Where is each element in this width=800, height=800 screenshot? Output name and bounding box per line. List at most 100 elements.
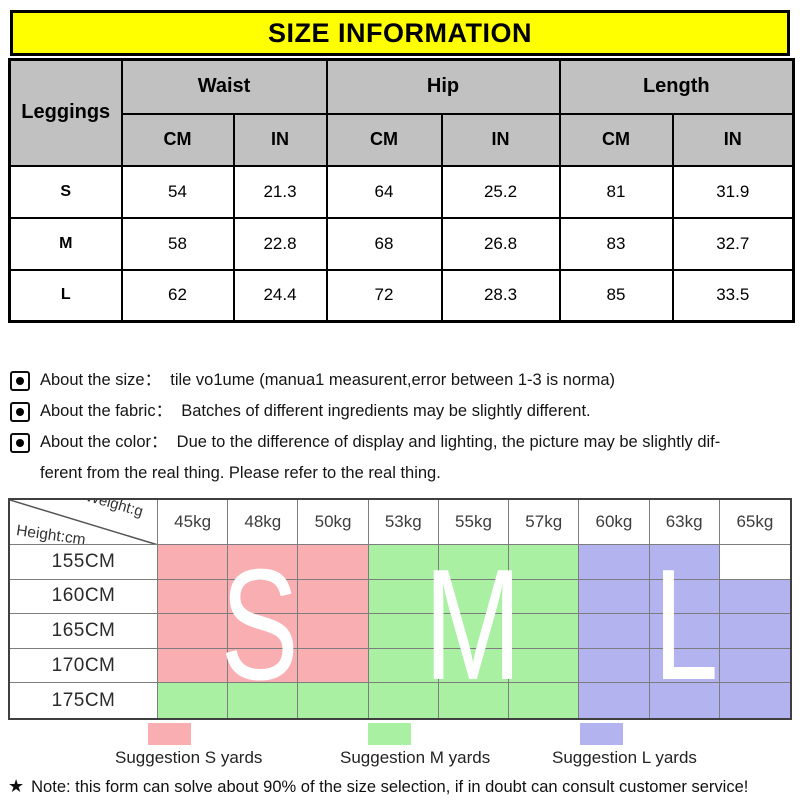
unit-header: IN: [232, 112, 328, 167]
corner-header-cell: Weight:g Height:cm: [10, 500, 158, 545]
height-label: 160CM: [10, 579, 158, 615]
size-value: 64: [325, 164, 443, 219]
size-label: L: [8, 268, 123, 323]
height-label: 170CM: [10, 648, 158, 684]
weight-header: 45kg: [158, 500, 229, 545]
zone-cell-m: [158, 683, 229, 718]
note-item: About the color： Due to the difference o…: [10, 427, 794, 489]
zone-cell-l: [579, 579, 650, 615]
weight-header: 53kg: [368, 500, 439, 545]
product-cell: Leggings: [8, 58, 123, 167]
zone-cell-l: [579, 614, 650, 649]
zone-cell-l: [649, 648, 720, 684]
zone-cell-m: [368, 614, 439, 649]
height-label: 175CM: [10, 683, 158, 718]
weight-header: 65kg: [719, 500, 790, 545]
legend-item-m: Suggestion M yards: [340, 723, 490, 768]
zone-cell-l: [579, 683, 650, 718]
size-label: M: [8, 216, 123, 271]
zone-cell-m: [438, 545, 510, 580]
size-value: 21.3: [232, 164, 328, 219]
size-value: 68: [325, 216, 443, 271]
zone-cell-m: [368, 579, 439, 615]
zone-cell-m: [438, 614, 510, 649]
page-title-text: SIZE INFORMATION: [268, 17, 532, 48]
diagonal-divider: [10, 500, 157, 544]
note-text: About the size： tile vo1ume (manua1 meas…: [40, 371, 616, 389]
zone-cell-s: [298, 648, 369, 684]
zone-cell-m: [509, 545, 580, 580]
zone-cell-m: [509, 683, 580, 718]
legend-label: Suggestion M yards: [340, 748, 491, 767]
legend-label: Suggestion L yards: [552, 748, 697, 767]
zone-cell-s: [158, 648, 229, 684]
legend: Suggestion S yards Suggestion M yards Sugg…: [0, 723, 800, 777]
zone-cell-l: [649, 614, 720, 649]
zone-cell-m: [368, 545, 439, 580]
size-value: 81: [558, 164, 674, 219]
zone-cell-s: [298, 614, 369, 649]
weight-header: 55kg: [438, 500, 510, 545]
legend-swatch: [368, 723, 411, 745]
zone-cell-s: [298, 579, 369, 615]
unit-header: CM: [120, 112, 235, 167]
height-label: 165CM: [10, 614, 158, 649]
zone-cell-m: [298, 683, 369, 718]
legend-label: Suggestion S yards: [115, 748, 263, 767]
size-value: 25.2: [440, 164, 561, 219]
weight-header: 57kg: [509, 500, 580, 545]
unit-header: IN: [671, 112, 795, 167]
zone-cell-m: [438, 683, 510, 718]
size-value: 31.9: [671, 164, 795, 219]
size-table-header: Leggings Waist Hip Length CM IN CM IN CM IN: [8, 58, 795, 167]
zone-cell-l: [719, 614, 790, 649]
zone-cell-m: [509, 614, 580, 649]
page-title: SIZE INFORMATION: [10, 10, 790, 56]
notes-section: About the size： tile vo1ume (manua1 meas…: [10, 365, 794, 489]
size-table-group-row: Leggings Waist Hip Length: [8, 58, 795, 167]
zone-cell-m: [509, 648, 580, 684]
size-value: 58: [120, 216, 235, 271]
height-label: 155CM: [10, 545, 158, 580]
legend-item-l: Suggestion L yards: [552, 723, 697, 768]
note-item: About the size： tile vo1ume (manua1 meas…: [10, 365, 794, 396]
size-value: 62: [120, 268, 235, 323]
size-table: Leggings Waist Hip Length CM IN CM IN CM IN S 54 21…: [8, 58, 796, 323]
zone-cell-m: [438, 648, 510, 684]
weight-header: 60kg: [579, 500, 650, 545]
size-value: 54: [120, 164, 235, 219]
legend-swatch: [148, 723, 191, 745]
note-text: About the fabric： Batches of different i…: [40, 402, 591, 420]
group-header-hip: Hip: [325, 58, 561, 115]
zone-cell-s: [298, 545, 369, 580]
zone-cell-m: [368, 648, 439, 684]
size-table-body: S 54 21.3 64 25.2 81 31.9 M 58 22.8 68 26.8 83 32.7 L 6…: [8, 164, 795, 323]
size-row-l: L 62 24.4 72 28.3 85 33.5: [8, 268, 795, 323]
zone-cell-m: [228, 683, 299, 718]
zone-cell-l: [649, 683, 720, 718]
size-label: S: [8, 164, 123, 219]
zone-cell-l: [649, 545, 720, 580]
legend-swatch: [580, 723, 623, 745]
zone-cell-s: [158, 579, 229, 615]
zone-cell-m: [438, 579, 510, 615]
zone-cell-s: [228, 648, 299, 684]
height-weight-table: Weight:g Height:cm 45kg 48kg 50kg 53kg 55kg 5…: [8, 498, 792, 720]
zone-cell-l: [579, 648, 650, 684]
zone-cell-l: [579, 545, 650, 580]
zone-cell-l: [719, 648, 790, 684]
zone-cell-s: [158, 614, 229, 649]
zone-cell-m: [368, 683, 439, 718]
zone-cell-empty: [719, 545, 790, 580]
weight-header: 50kg: [298, 500, 369, 545]
unit-header: IN: [440, 112, 561, 167]
size-value: 26.8: [440, 216, 561, 271]
weight-header: 48kg: [228, 500, 299, 545]
size-row-m: M 58 22.8 68 26.8 83 32.7: [8, 216, 795, 271]
note-text: About the color： Due to the difference o…: [40, 433, 721, 482]
zone-cell-m: [509, 579, 580, 615]
size-value: 83: [558, 216, 674, 271]
size-value: 22.8: [232, 216, 328, 271]
zone-cell-s: [228, 614, 299, 649]
